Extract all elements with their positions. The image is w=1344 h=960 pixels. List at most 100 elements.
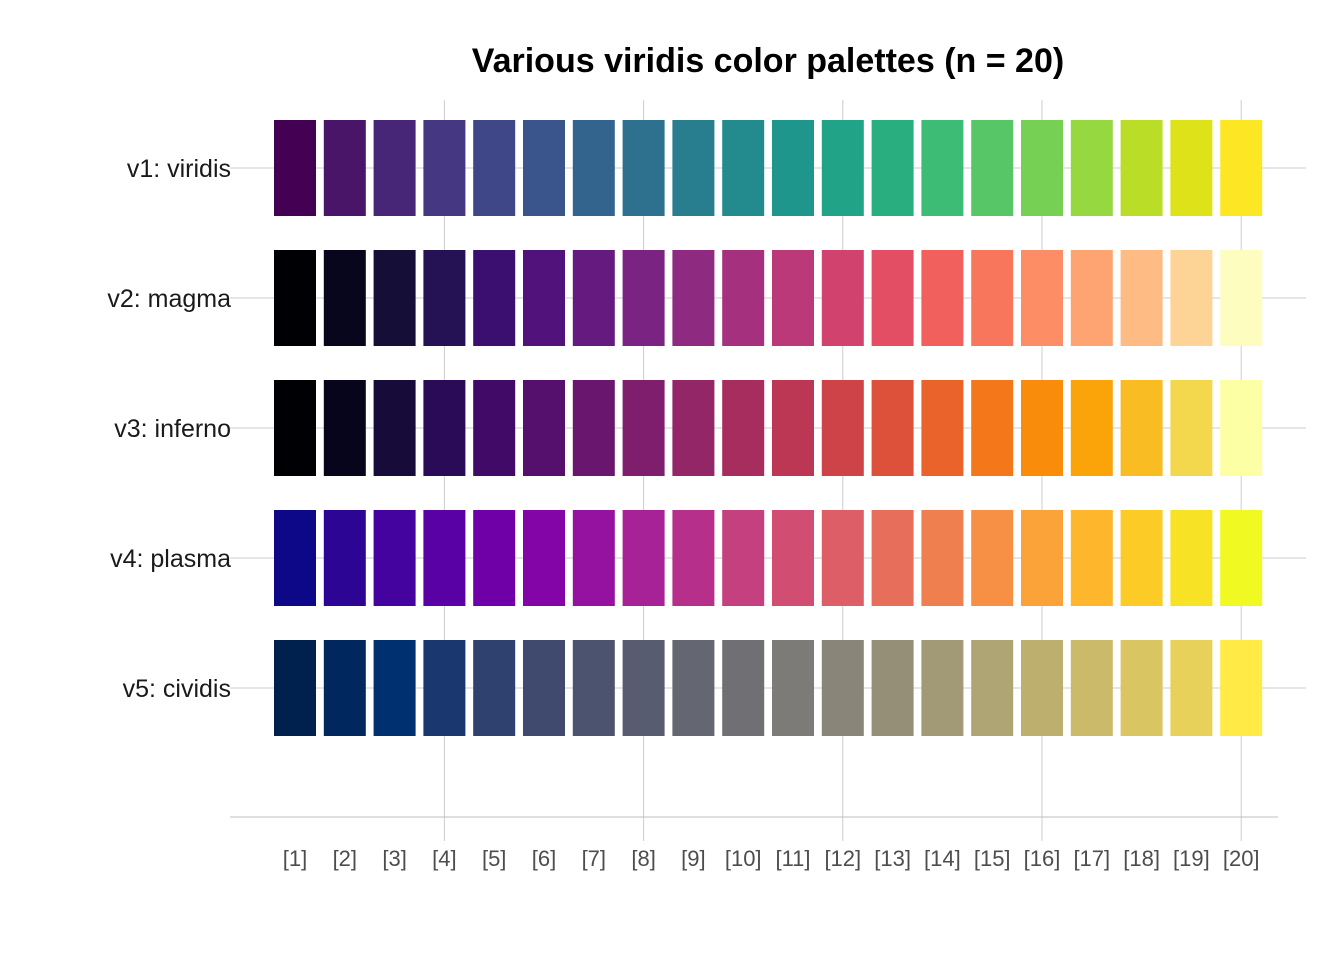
palette-tile	[921, 380, 964, 476]
x-tick-label: [9]	[681, 846, 705, 871]
palette-tile	[323, 120, 366, 216]
palette-tile	[423, 120, 466, 216]
palette-tile	[1070, 380, 1113, 476]
palette-tile	[1220, 120, 1263, 216]
palette-tile	[672, 380, 715, 476]
palette-tile	[672, 510, 715, 606]
palette-tile	[1220, 510, 1263, 606]
palette-tile	[1170, 380, 1213, 476]
palette-tile	[1120, 120, 1163, 216]
palette-tile	[821, 380, 864, 476]
palette-tile	[274, 510, 316, 606]
palette-tiles	[274, 120, 1263, 736]
palette-tile	[722, 120, 765, 216]
palette-tile	[373, 250, 416, 346]
palette-tile	[323, 510, 366, 606]
palette-tile	[473, 640, 516, 736]
palette-tile	[971, 510, 1014, 606]
palette-tile	[622, 640, 665, 736]
palette-tile	[373, 120, 416, 216]
palette-tile	[622, 120, 665, 216]
y-tick-label: v5: cividis	[123, 675, 231, 703]
x-tick-label: [8]	[631, 846, 655, 871]
axis-labels: v1: viridis v2: magma v3: inferno v4: plasm…	[107, 155, 1259, 871]
palette-tile	[821, 120, 864, 216]
palette-tile	[772, 380, 814, 476]
palette-tile	[523, 120, 565, 216]
x-tick-label: [2]	[333, 846, 357, 871]
palette-tile	[572, 510, 615, 606]
x-tick-label: [3]	[382, 846, 406, 871]
palette-tile	[1070, 510, 1113, 606]
palette-tile	[473, 250, 516, 346]
palette-tile	[672, 640, 715, 736]
y-tick-label: v2: magma	[107, 285, 231, 313]
palette-tile	[373, 640, 416, 736]
palette-tile	[423, 510, 466, 606]
palette-tile	[622, 250, 665, 346]
palette-tile	[274, 640, 316, 736]
palette-tile	[1021, 380, 1063, 476]
palette-tile	[423, 380, 466, 476]
palette-tile	[373, 510, 416, 606]
palette-tile	[871, 640, 914, 736]
x-tick-label: [19]	[1173, 846, 1210, 871]
x-tick-label: [13]	[874, 846, 911, 871]
palette-tile	[772, 510, 814, 606]
x-tick-label: [15]	[974, 846, 1011, 871]
palette-tile	[871, 380, 914, 476]
palette-tile	[1120, 510, 1163, 606]
palette-tile	[1070, 640, 1113, 736]
palette-tile	[1120, 250, 1163, 346]
palette-tile	[274, 120, 316, 216]
x-tick-label: [7]	[582, 846, 606, 871]
palette-tile	[523, 510, 565, 606]
palette-tile	[423, 250, 466, 346]
palette-tile	[423, 640, 466, 736]
palette-tile	[871, 250, 914, 346]
palette-tile	[772, 640, 814, 736]
x-tick-label: [16]	[1024, 846, 1061, 871]
palette-tile	[1220, 250, 1263, 346]
palette-tile	[1120, 640, 1163, 736]
x-tick-label: [14]	[924, 846, 961, 871]
palette-tile	[323, 380, 366, 476]
palette-tile	[1170, 510, 1213, 606]
palette-tile	[921, 250, 964, 346]
palette-tile	[722, 510, 765, 606]
palette-tile	[1070, 120, 1113, 216]
x-tick-label: [1]	[283, 846, 307, 871]
palette-tile	[323, 250, 366, 346]
palette-tile	[821, 250, 864, 346]
chart-title: Various viridis color palettes (n = 20)	[472, 42, 1064, 80]
palette-tile	[722, 250, 765, 346]
palette-tile	[1021, 120, 1063, 216]
palette-tile	[1021, 510, 1063, 606]
palette-tile	[473, 510, 516, 606]
palette-tile	[622, 380, 665, 476]
palette-tile	[274, 250, 316, 346]
palette-tile	[572, 250, 615, 346]
palette-tile	[1170, 120, 1213, 216]
y-tick-label: v4: plasma	[110, 545, 231, 573]
palette-tile	[921, 510, 964, 606]
palette-tile	[772, 250, 814, 346]
palette-tile	[373, 380, 416, 476]
y-tick-label: v3: inferno	[114, 415, 231, 443]
palette-tile	[971, 250, 1014, 346]
x-tick-label: [17]	[1073, 846, 1110, 871]
palette-tile	[1120, 380, 1163, 476]
x-tick-label: [6]	[532, 846, 556, 871]
palette-tile	[722, 640, 765, 736]
palette-tile	[473, 380, 516, 476]
x-tick-label: [5]	[482, 846, 506, 871]
y-tick-label: v1: viridis	[127, 155, 231, 183]
palette-tile	[772, 120, 814, 216]
palette-tile	[672, 250, 715, 346]
palette-tile	[572, 640, 615, 736]
palette-tile	[1021, 640, 1063, 736]
palette-tile	[1220, 640, 1263, 736]
palette-tile	[672, 120, 715, 216]
palette-tile	[921, 120, 964, 216]
